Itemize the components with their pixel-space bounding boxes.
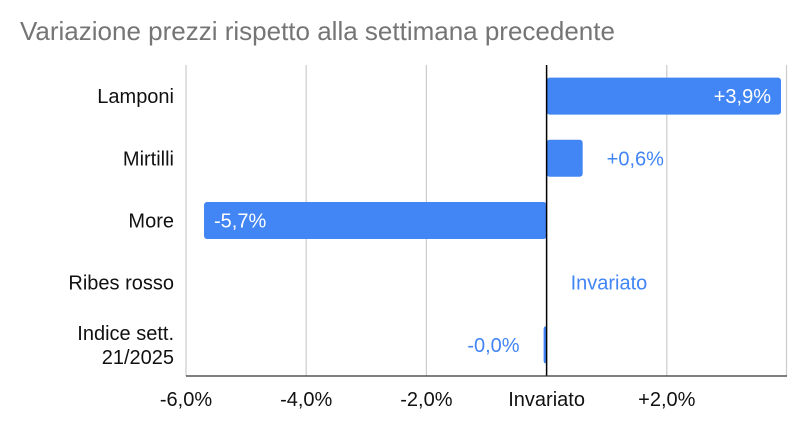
category-labels: Lamponi Mirtilli More Ribes rosso Indice set… [68, 86, 174, 369]
category-label: Ribes rosso [68, 273, 174, 295]
bar [546, 139, 583, 177]
data-labels: +3,9% +0,6% -5,7% Invariato -0,0% [214, 86, 771, 357]
category-label: Indice sett. 21/2025 [77, 323, 174, 369]
bars [204, 77, 781, 364]
bar [546, 77, 781, 115]
data-label: +3,9% [714, 86, 771, 108]
data-label: Invariato [571, 273, 648, 295]
data-label: -0,0% [467, 335, 519, 357]
x-tick-label: Invariato [508, 389, 585, 411]
category-label: More [128, 211, 174, 233]
x-tick-label: -4,0% [280, 389, 332, 411]
category-label: Lamponi [97, 86, 174, 108]
x-tick-label: -6,0% [160, 389, 212, 411]
x-tick-label: -2,0% [400, 389, 452, 411]
chart-title: Variazione prezzi rispetto alla settiman… [20, 16, 615, 46]
bar [204, 202, 547, 239]
data-label: +0,6% [607, 148, 664, 170]
data-label: -5,7% [214, 211, 266, 233]
x-tick-labels: -6,0% -4,0% -2,0% Invariato +2,0% [160, 389, 696, 411]
x-tick-label: +2,0% [638, 389, 695, 411]
category-label: Mirtilli [123, 148, 174, 170]
